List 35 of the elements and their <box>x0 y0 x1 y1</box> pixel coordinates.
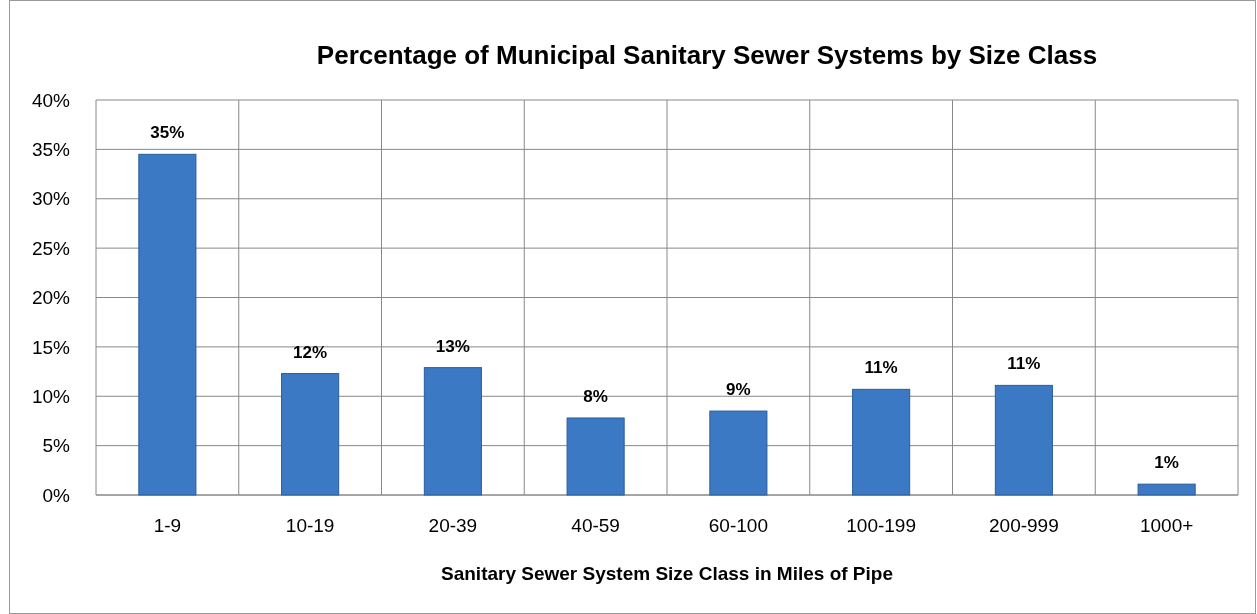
data-label: 11% <box>864 358 898 378</box>
x-tick-label: 40-59 <box>571 515 620 536</box>
data-label: 9% <box>726 380 751 400</box>
y-tick-label: 5% <box>42 435 71 457</box>
x-tick-label: 60-100 <box>708 515 768 536</box>
bar <box>566 417 625 496</box>
data-label: 1% <box>1154 453 1179 473</box>
y-tick-label: 15% <box>31 336 71 358</box>
y-tick-label: 10% <box>31 385 71 407</box>
bar <box>1137 483 1196 496</box>
bar <box>994 384 1053 496</box>
data-label: 11% <box>1007 354 1041 374</box>
y-tick-label: 40% <box>31 89 71 111</box>
x-tick-label: 10-19 <box>285 515 335 536</box>
y-tick-label: 25% <box>31 237 71 259</box>
y-tick-label: 30% <box>31 188 71 210</box>
x-tick-label: 20-39 <box>428 515 478 536</box>
data-label: 8% <box>583 386 608 406</box>
x-tick-label: 1000+ <box>1139 515 1194 536</box>
x-axis-title: Sanitary Sewer System Size Class in Miles of Pipe <box>441 563 893 584</box>
bar <box>852 388 911 496</box>
bar <box>138 153 197 496</box>
bar <box>281 373 340 496</box>
y-tick-label: 20% <box>31 287 71 309</box>
y-tick-label: 0% <box>42 484 71 506</box>
bar <box>709 410 768 496</box>
x-tick-label: 100-199 <box>846 515 916 536</box>
chart-title: Percentage of Municipal Sanitary Sewer Systems by Size Class <box>316 40 1098 70</box>
data-label: 13% <box>435 336 470 356</box>
y-tick-label: 35% <box>31 139 71 161</box>
x-tick-label: 1-9 <box>153 515 182 536</box>
data-label: 35% <box>150 123 185 143</box>
bar <box>423 367 482 496</box>
x-tick-label: 200-999 <box>989 515 1059 536</box>
data-label: 12% <box>293 342 328 362</box>
